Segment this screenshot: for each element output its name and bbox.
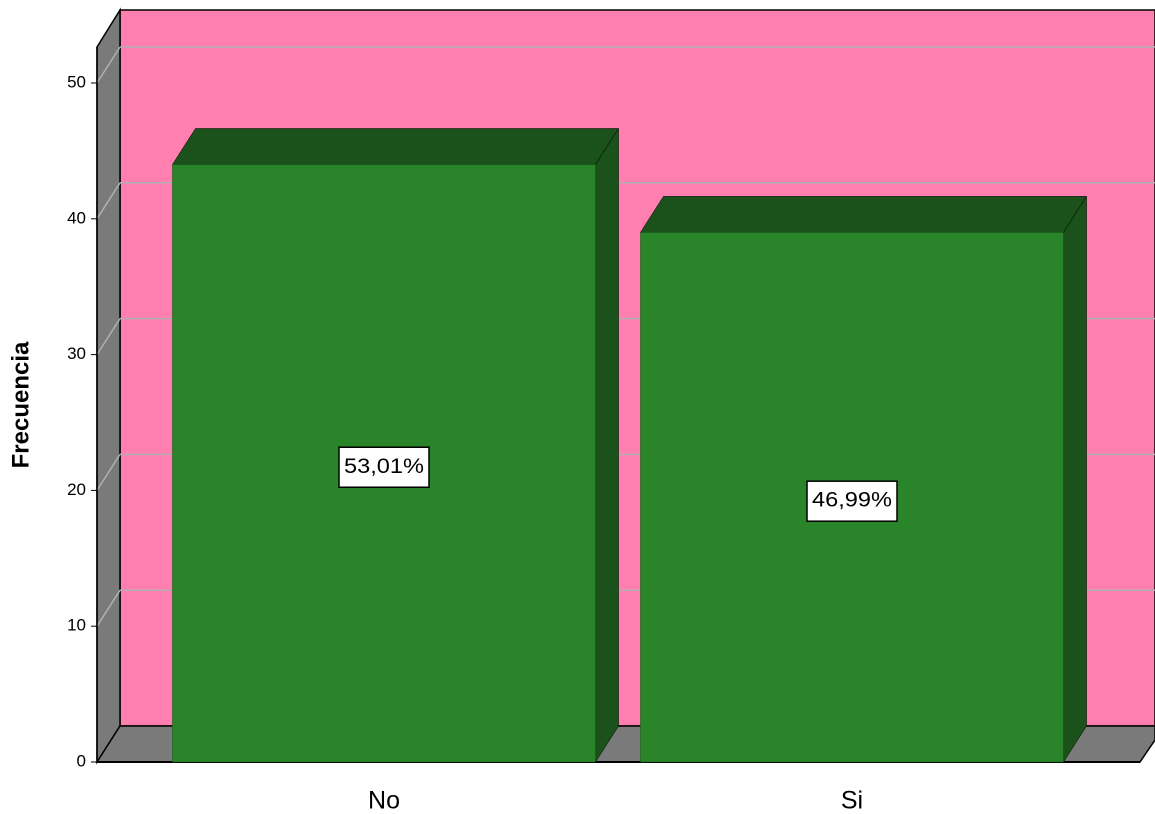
bar-top — [640, 196, 1087, 233]
grid-line — [96, 318, 121, 356]
grid-line — [96, 453, 121, 491]
data-label-box — [338, 446, 430, 488]
bar-top — [172, 128, 619, 165]
x-tick-label: No — [368, 787, 400, 814]
grid-line — [96, 46, 121, 84]
y-axis-label: Frecuencia — [7, 341, 34, 468]
bar-side — [595, 127, 619, 763]
data-label-box — [806, 480, 898, 522]
y-tick-label: 20 — [67, 480, 86, 499]
data-label: 46,99% — [812, 489, 892, 512]
left-wall — [96, 7, 121, 765]
data-label: 53,01% — [344, 455, 424, 478]
y-tick-label: 50 — [67, 72, 86, 91]
x-tick-label: Si — [841, 787, 863, 814]
grid-line — [96, 182, 121, 220]
y-tick-label: 10 — [67, 616, 86, 635]
bar-side — [1063, 195, 1087, 763]
y-tick-label: 0 — [77, 751, 86, 770]
grid-line — [96, 589, 121, 627]
y-tick-label: 40 — [67, 208, 86, 227]
y-tick-label: 30 — [67, 344, 86, 363]
